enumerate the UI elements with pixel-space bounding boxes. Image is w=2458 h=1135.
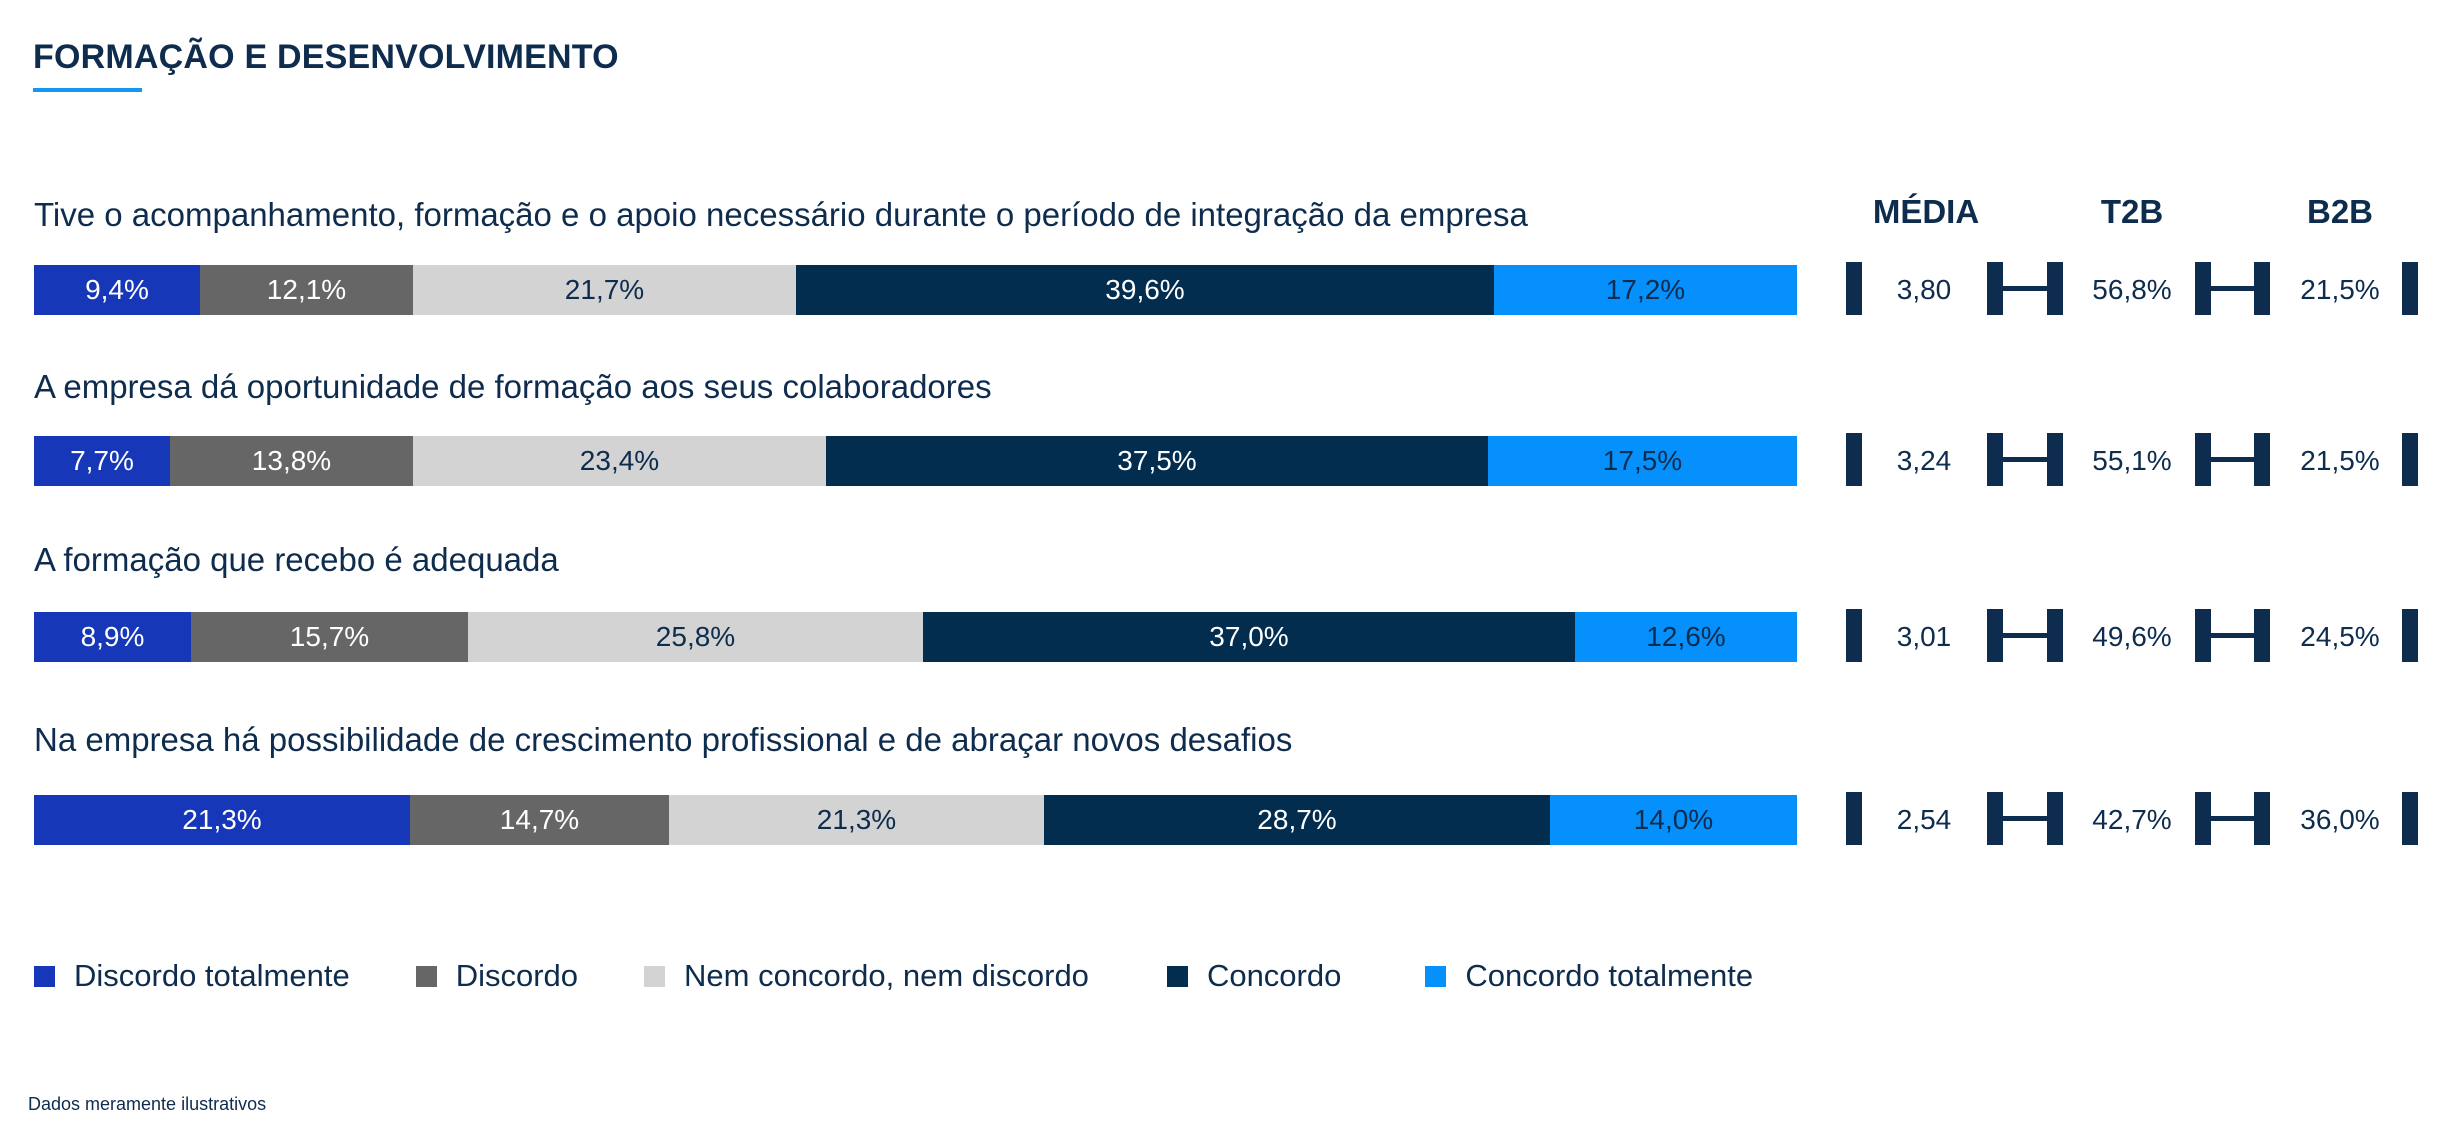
- bracket-h-left-stem: [1987, 433, 2003, 486]
- bracket-h-crossbar: [2211, 816, 2254, 821]
- stat-t2b: 55,1%: [2092, 445, 2172, 476]
- stat-t2b: 49,6%: [2092, 621, 2172, 652]
- bracket-h-right-stem: [2047, 609, 2063, 662]
- stat-b2b: 24,5%: [2300, 621, 2380, 652]
- bar-segment: 12,1%: [200, 265, 413, 315]
- bar-segment: 17,2%: [1494, 265, 1797, 315]
- legend-label: Discordo totalmente: [74, 958, 350, 993]
- header-t2b: T2B: [2100, 193, 2164, 230]
- bar-segment: 21,3%: [669, 795, 1044, 845]
- header-b2b: B2B: [2306, 193, 2374, 230]
- legend-swatch: [34, 965, 55, 987]
- bar-segment: 28,7%: [1044, 795, 1550, 845]
- bar-segment: 14,0%: [1550, 795, 1797, 845]
- legend-item-concordo: Concordo: [1166, 958, 1342, 994]
- bracket-right-bar: [2402, 609, 2418, 662]
- stat-t2b: 42,7%: [2092, 804, 2172, 835]
- page-title: FORMAÇÃO E DESENVOLVIMENTO: [33, 38, 619, 76]
- stacked-bar: 7,7% 13,8% 23,4% 37,5% 17,5%: [34, 436, 1797, 486]
- stat-media: 2,54: [1896, 804, 1952, 835]
- bar-segment: 15,7%: [191, 612, 468, 662]
- bar-segment: 39,6%: [796, 265, 1494, 315]
- question-label: Tive o acompanhamento, formação e o apoi…: [34, 196, 1528, 233]
- bar-segment: 13,8%: [170, 436, 413, 486]
- bar-segment: 25,8%: [468, 612, 923, 662]
- question-label: Na empresa há possibilidade de crescimen…: [34, 721, 1293, 758]
- bar-segment: 14,7%: [410, 795, 669, 845]
- legend: Discordo totalmente Discordo Nem concord…: [34, 958, 1753, 994]
- legend-label: Concordo totalmente: [1465, 958, 1754, 993]
- bracket-h-right-stem: [2047, 433, 2063, 486]
- legend-item-concordo-totalmente: Concordo totalmente: [1425, 958, 1753, 994]
- bracket-right-bar: [2402, 433, 2418, 486]
- legend-label: Concordo: [1206, 958, 1342, 993]
- bar-segment: 8,9%: [34, 612, 191, 662]
- bar-segment: 7,7%: [34, 436, 170, 486]
- bracket-left-bar: [1846, 609, 1862, 662]
- question-label: A empresa dá oportunidade de formação ao…: [34, 368, 992, 405]
- stacked-bar: 9,4% 12,1% 21,7% 39,6% 17,2%: [34, 265, 1797, 315]
- bracket-h-right-stem: [2254, 262, 2270, 315]
- bar-segment: 37,5%: [826, 436, 1488, 486]
- bracket-h-right-stem: [2254, 433, 2270, 486]
- bracket-h-crossbar: [2211, 633, 2254, 638]
- bracket-h-left-stem: [2195, 792, 2211, 845]
- bracket-left-bar: [1846, 262, 1862, 315]
- legend-item-discordo: Discordo: [415, 958, 579, 994]
- stat-t2b: 56,8%: [2092, 274, 2172, 305]
- legend-item-neutro: Nem concordo, nem discordo: [644, 958, 1089, 994]
- bracket-right-bar: [2402, 792, 2418, 845]
- bracket-left-bar: [1846, 792, 1862, 845]
- bracket-h-right-stem: [2254, 792, 2270, 845]
- stat-b2b: 36,0%: [2300, 804, 2380, 835]
- bracket-h-right-stem: [2047, 792, 2063, 845]
- bracket-h-crossbar: [2211, 457, 2254, 462]
- bracket-h-left-stem: [2195, 433, 2211, 486]
- bracket-h-left-stem: [2195, 609, 2211, 662]
- legend-swatch: [1425, 965, 1447, 987]
- stat-media: 3,24: [1896, 445, 1952, 476]
- title-underline: [33, 88, 142, 92]
- header-media: MÉDIA: [1872, 193, 1980, 230]
- bar-segment: 23,4%: [413, 436, 826, 486]
- bracket-right-bar: [2402, 262, 2418, 315]
- bracket-left-bar: [1846, 433, 1862, 486]
- stat-media: 3,80: [1896, 274, 1952, 305]
- bracket-h-crossbar: [2211, 286, 2254, 291]
- legend-label: Discordo: [455, 958, 579, 993]
- stacked-bar: 8,9% 15,7% 25,8% 37,0% 12,6%: [34, 612, 1797, 662]
- bracket-h-crossbar: [2003, 286, 2047, 291]
- bracket-h-crossbar: [2003, 816, 2047, 821]
- question-label: A formação que recebo é adequada: [34, 541, 559, 578]
- footnote: Dados meramente ilustrativos: [28, 1094, 267, 1114]
- bracket-h-crossbar: [2003, 633, 2047, 638]
- stat-media: 3,01: [1896, 621, 1952, 652]
- bracket-h-crossbar: [2003, 457, 2047, 462]
- legend-swatch: [1166, 965, 1188, 987]
- bar-segment: 21,7%: [413, 265, 796, 315]
- bar-segment: 12,6%: [1575, 612, 1797, 662]
- bracket-h-left-stem: [1987, 792, 2003, 845]
- legend-swatch: [415, 965, 437, 987]
- bar-segment: 37,0%: [923, 612, 1575, 662]
- bar-segment: 9,4%: [34, 265, 200, 315]
- bar-segment: 17,5%: [1488, 436, 1797, 486]
- legend-item-discordo-totalmente: Discordo totalmente: [34, 958, 350, 994]
- bracket-h-left-stem: [1987, 609, 2003, 662]
- stat-b2b: 21,5%: [2300, 445, 2380, 476]
- bracket-h-left-stem: [1987, 262, 2003, 315]
- stat-b2b: 21,5%: [2300, 274, 2380, 305]
- legend-swatch: [644, 965, 666, 987]
- bar-segment: 21,3%: [34, 795, 410, 845]
- bracket-h-right-stem: [2254, 609, 2270, 662]
- bracket-h-right-stem: [2047, 262, 2063, 315]
- legend-label: Nem concordo, nem discordo: [684, 958, 1089, 993]
- stacked-bar: 21,3% 14,7% 21,3% 28,7% 14,0%: [34, 795, 1797, 845]
- bracket-h-left-stem: [2195, 262, 2211, 315]
